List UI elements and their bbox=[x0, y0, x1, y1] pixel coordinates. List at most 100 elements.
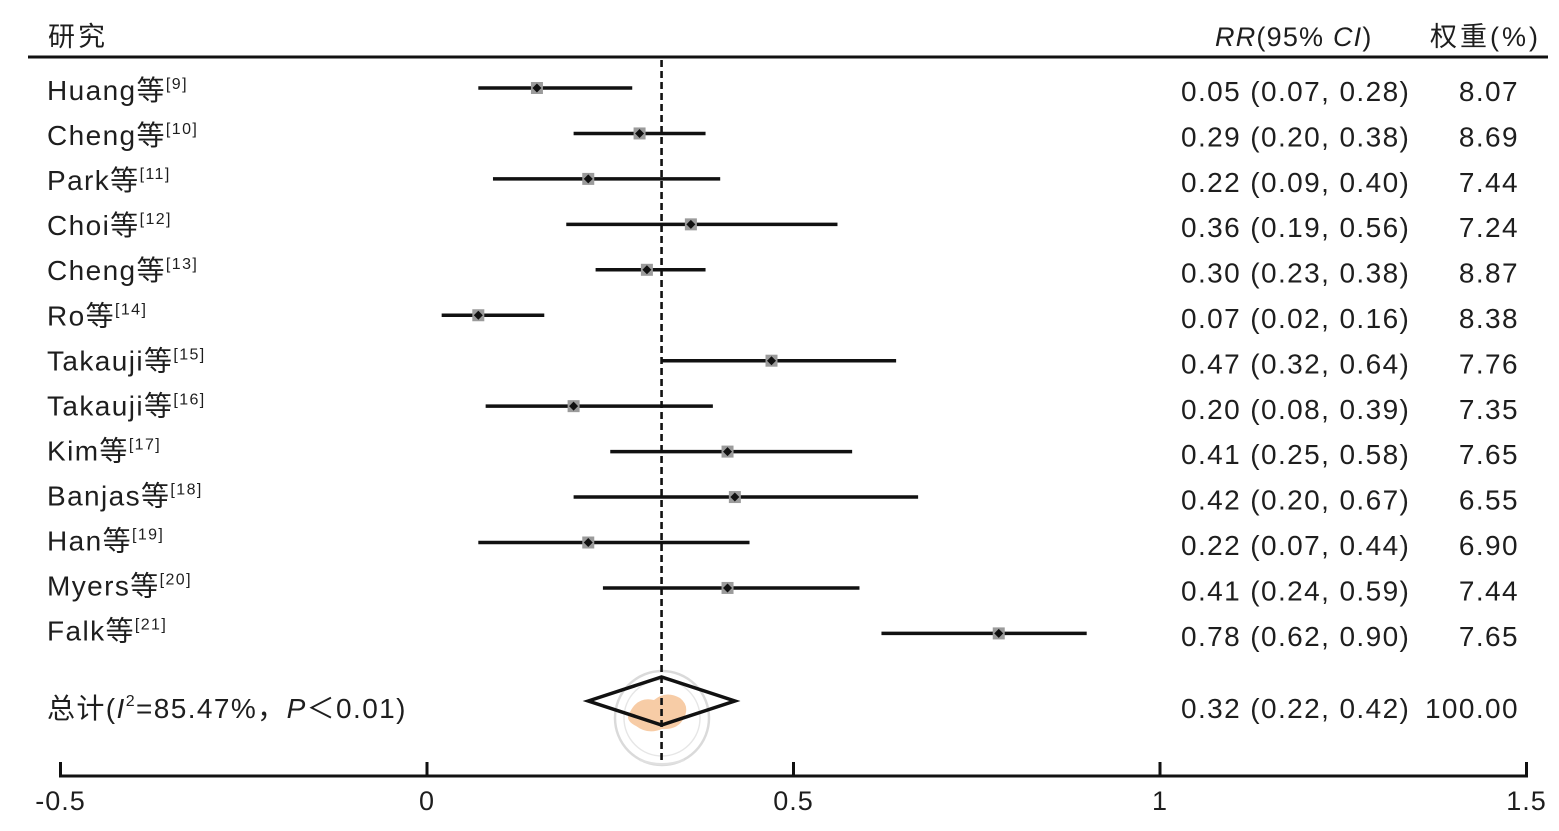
study-reference: [13] bbox=[166, 256, 198, 273]
rr-ci-value: 0.29 (0.20, 0.38) bbox=[1181, 121, 1410, 152]
point-estimate-dot bbox=[723, 447, 733, 457]
header-study-column: 研究 bbox=[48, 22, 108, 52]
study-name: Park等 bbox=[47, 165, 140, 196]
weight-value: 8.07 bbox=[1459, 76, 1519, 107]
pooled-estimate-diamond bbox=[582, 675, 741, 727]
study-reference: [16] bbox=[173, 391, 205, 408]
point-estimate-dot bbox=[473, 310, 483, 320]
weight-value: 7.44 bbox=[1459, 167, 1519, 198]
point-estimate-dot bbox=[569, 401, 579, 411]
i2-value: =85.47%， bbox=[136, 693, 287, 724]
study-label: Falk等[21] bbox=[47, 616, 167, 647]
study-reference: [10] bbox=[166, 121, 198, 138]
study-name: Falk等 bbox=[47, 616, 135, 647]
point-estimate-dot bbox=[635, 128, 645, 138]
study-label: Huang等[9] bbox=[47, 75, 188, 106]
x-tick-label: 0 bbox=[419, 786, 435, 816]
pooled-layer: 0.32 (0.22, 0.42) 100.00 bbox=[582, 675, 1519, 727]
i2-superscript: 2 bbox=[126, 693, 136, 710]
header-rr-symbol: RR bbox=[1215, 22, 1256, 52]
header-rr-column: RR(95% CI) bbox=[1215, 22, 1373, 52]
study-label: Myers等[20] bbox=[47, 571, 192, 602]
weight-value: 8.69 bbox=[1459, 121, 1519, 152]
study-label: Park等[11] bbox=[47, 165, 171, 196]
x-tick-label: 1.5 bbox=[1506, 786, 1547, 816]
weight-value: 7.65 bbox=[1459, 439, 1519, 470]
study-label: Cheng等[10] bbox=[47, 120, 198, 151]
study-reference: [9] bbox=[166, 76, 188, 93]
study-label: Han等[19] bbox=[47, 526, 164, 557]
study-name: Choi等 bbox=[47, 210, 140, 241]
study-name: Takauji等 bbox=[47, 390, 173, 421]
study-name: Han等 bbox=[47, 526, 132, 557]
study-reference: [20] bbox=[160, 572, 192, 589]
study-label: Choi等[12] bbox=[47, 210, 172, 241]
x-tick-label: 0.5 bbox=[773, 786, 814, 816]
weight-value: 8.38 bbox=[1459, 303, 1519, 334]
weight-value: 7.35 bbox=[1459, 394, 1519, 425]
pooled-rr-ci-value: 0.32 (0.22, 0.42) bbox=[1181, 693, 1410, 724]
study-name: Huang等 bbox=[47, 75, 166, 106]
rr-ci-value: 0.30 (0.23, 0.38) bbox=[1181, 258, 1410, 289]
study-label: Ro等[14] bbox=[47, 300, 147, 331]
pooled-weight-value: 100.00 bbox=[1425, 693, 1519, 724]
study-label: Banjas等[18] bbox=[47, 480, 203, 511]
weight-value: 7.24 bbox=[1459, 212, 1519, 243]
study-rows: Huang等[9] 0.05 (0.07, 0.28) 8.07Cheng等[10]… bbox=[47, 75, 1519, 652]
point-estimate-dot bbox=[767, 356, 777, 366]
rr-ci-value: 0.41 (0.25, 0.58) bbox=[1181, 439, 1410, 470]
study-label: Cheng等[13] bbox=[47, 255, 198, 286]
study-name: Ro等 bbox=[47, 300, 115, 331]
point-estimate-dot bbox=[642, 265, 652, 275]
study-reference: [15] bbox=[173, 346, 205, 363]
rr-ci-value: 0.07 (0.02, 0.16) bbox=[1181, 303, 1410, 334]
study-reference: [18] bbox=[170, 481, 202, 498]
header-ci-symbol: CI bbox=[1333, 22, 1362, 52]
rr-ci-value: 0.47 (0.32, 0.64) bbox=[1181, 348, 1410, 379]
study-label: Takauji等[15] bbox=[47, 345, 206, 376]
study-name: Cheng等 bbox=[47, 120, 166, 151]
weight-value: 7.44 bbox=[1459, 575, 1519, 606]
i2-symbol: I bbox=[117, 693, 126, 724]
header-weight-column: 权重(%) bbox=[1430, 22, 1541, 52]
study-label: Kim等[17] bbox=[47, 435, 161, 466]
p-value: ＜0.01) bbox=[307, 693, 407, 724]
x-axis: -0.5 0 0.5 1 1.5 bbox=[35, 762, 1547, 816]
point-estimate-dot bbox=[583, 174, 593, 184]
rr-ci-value: 0.78 (0.62, 0.90) bbox=[1181, 621, 1410, 652]
study-name: Cheng等 bbox=[47, 255, 166, 286]
header-rr-close: ) bbox=[1362, 22, 1372, 52]
point-estimate-dot bbox=[532, 83, 542, 93]
study-reference: [17] bbox=[129, 436, 161, 453]
rr-ci-value: 0.20 (0.08, 0.39) bbox=[1181, 394, 1410, 425]
weight-value: 6.55 bbox=[1459, 485, 1519, 516]
study-label: Takauji等[16] bbox=[47, 390, 206, 421]
study-reference: [19] bbox=[132, 527, 164, 544]
study-reference: [14] bbox=[115, 301, 147, 318]
study-name: Myers等 bbox=[47, 571, 160, 602]
rr-ci-value: 0.36 (0.19, 0.56) bbox=[1181, 212, 1410, 243]
weight-value: 8.87 bbox=[1459, 258, 1519, 289]
study-reference: [11] bbox=[140, 166, 171, 183]
rr-ci-value: 0.05 (0.07, 0.28) bbox=[1181, 76, 1410, 107]
p-symbol: P bbox=[287, 693, 307, 724]
weight-value: 7.76 bbox=[1459, 348, 1519, 379]
point-estimate-dot bbox=[723, 583, 733, 593]
total-prefix: 总计( bbox=[47, 693, 117, 724]
rr-ci-value: 0.41 (0.24, 0.59) bbox=[1181, 575, 1410, 606]
rr-ci-value: 0.22 (0.07, 0.44) bbox=[1181, 530, 1410, 561]
x-tick-label: 1 bbox=[1152, 786, 1168, 816]
weight-value: 7.65 bbox=[1459, 621, 1519, 652]
study-reference: [21] bbox=[135, 617, 167, 634]
point-estimate-dot bbox=[994, 628, 1004, 638]
point-estimate-dot bbox=[583, 538, 593, 547]
study-name: Kim等 bbox=[47, 435, 129, 466]
study-reference: [12] bbox=[140, 211, 172, 228]
x-tick-label: -0.5 bbox=[35, 786, 86, 816]
rr-ci-value: 0.42 (0.20, 0.67) bbox=[1181, 485, 1410, 516]
header-rr-open: (95% bbox=[1256, 22, 1333, 52]
weight-value: 6.90 bbox=[1459, 530, 1519, 561]
study-name: Banjas等 bbox=[47, 480, 170, 511]
